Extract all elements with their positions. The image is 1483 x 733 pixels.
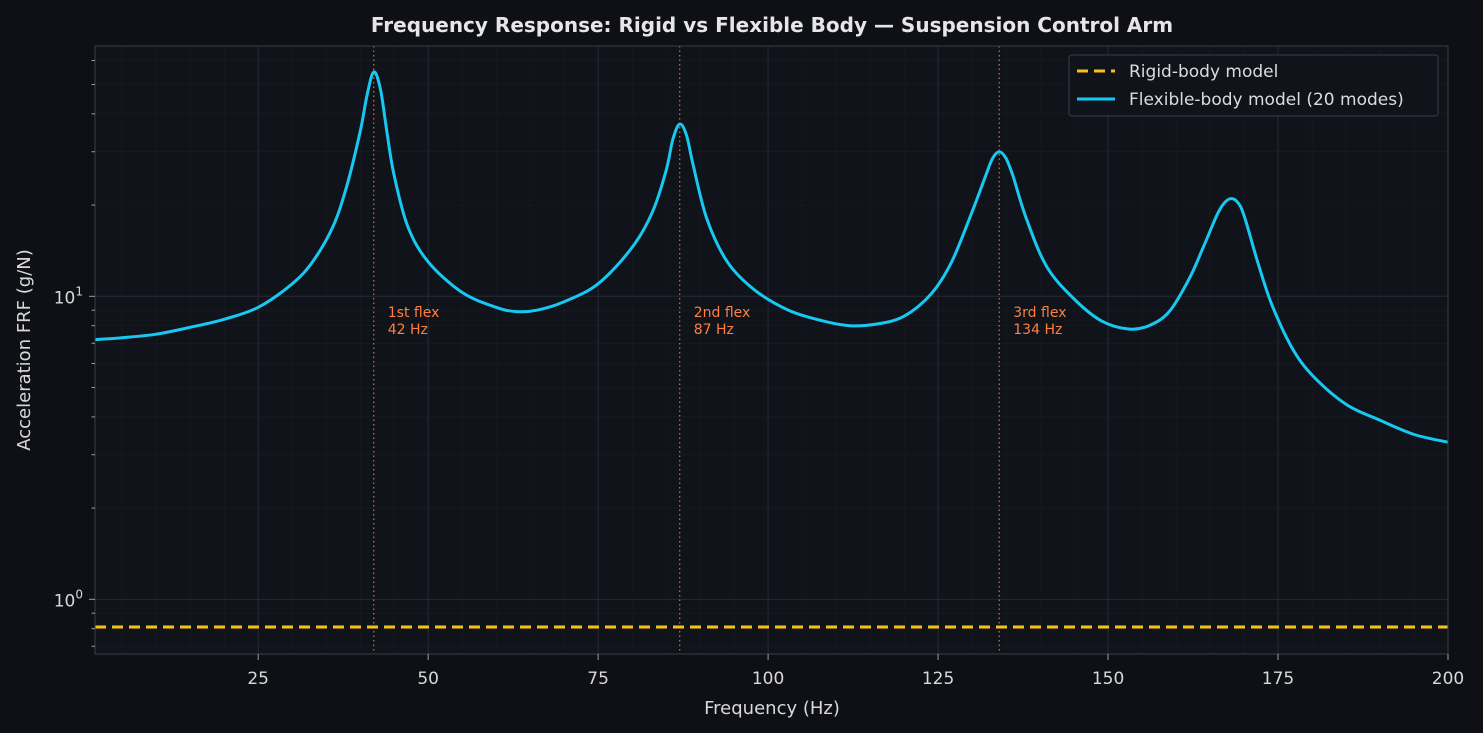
x-tick-label: 75	[587, 669, 609, 689]
x-axis-label: Frequency (Hz)	[704, 698, 840, 719]
y-tick-label: 101	[54, 284, 83, 308]
legend: Rigid-body model Flexible-body model (20…	[1068, 54, 1439, 117]
x-tick-label: 150	[1092, 669, 1124, 689]
x-tick-label: 175	[1262, 669, 1294, 689]
x-tick-label: 125	[922, 669, 954, 689]
x-tick-label: 200	[1432, 669, 1464, 689]
y-axis-ticks: 100 101	[54, 60, 95, 647]
series-line-flexible	[94, 70, 1449, 444]
grid	[95, 46, 1449, 654]
series-layer	[94, 70, 1449, 629]
plot-area	[95, 46, 1448, 654]
x-tick-label: 50	[417, 669, 439, 689]
legend-box	[1068, 54, 1439, 117]
x-axis-ticks: 25 50 75 100 125 150 175 200	[247, 654, 1464, 689]
y-axis-label: Acceleration FRF (g/N)	[14, 249, 35, 451]
legend-label-flexible: Flexible-body model (20 modes)	[1129, 90, 1404, 110]
annotation-label-frequency: 42 Hz	[388, 322, 428, 338]
x-tick-label: 100	[752, 669, 784, 689]
chart-title: Frequency Response: Rigid vs Flexible Bo…	[371, 13, 1173, 37]
y-tick-label: 100	[54, 587, 83, 611]
plot-frame	[94, 45, 1449, 655]
x-tick-label: 25	[247, 669, 269, 689]
legend-label-rigid: Rigid-body model	[1129, 62, 1278, 82]
annotation-label-frequency: 87 Hz	[694, 322, 734, 338]
annotation-label-mode: 2nd flex	[694, 305, 751, 321]
annotation-label-mode: 1st flex	[388, 305, 440, 321]
annotation-label-frequency: 134 Hz	[1013, 322, 1062, 338]
annotation-label-mode: 3rd flex	[1013, 305, 1066, 321]
